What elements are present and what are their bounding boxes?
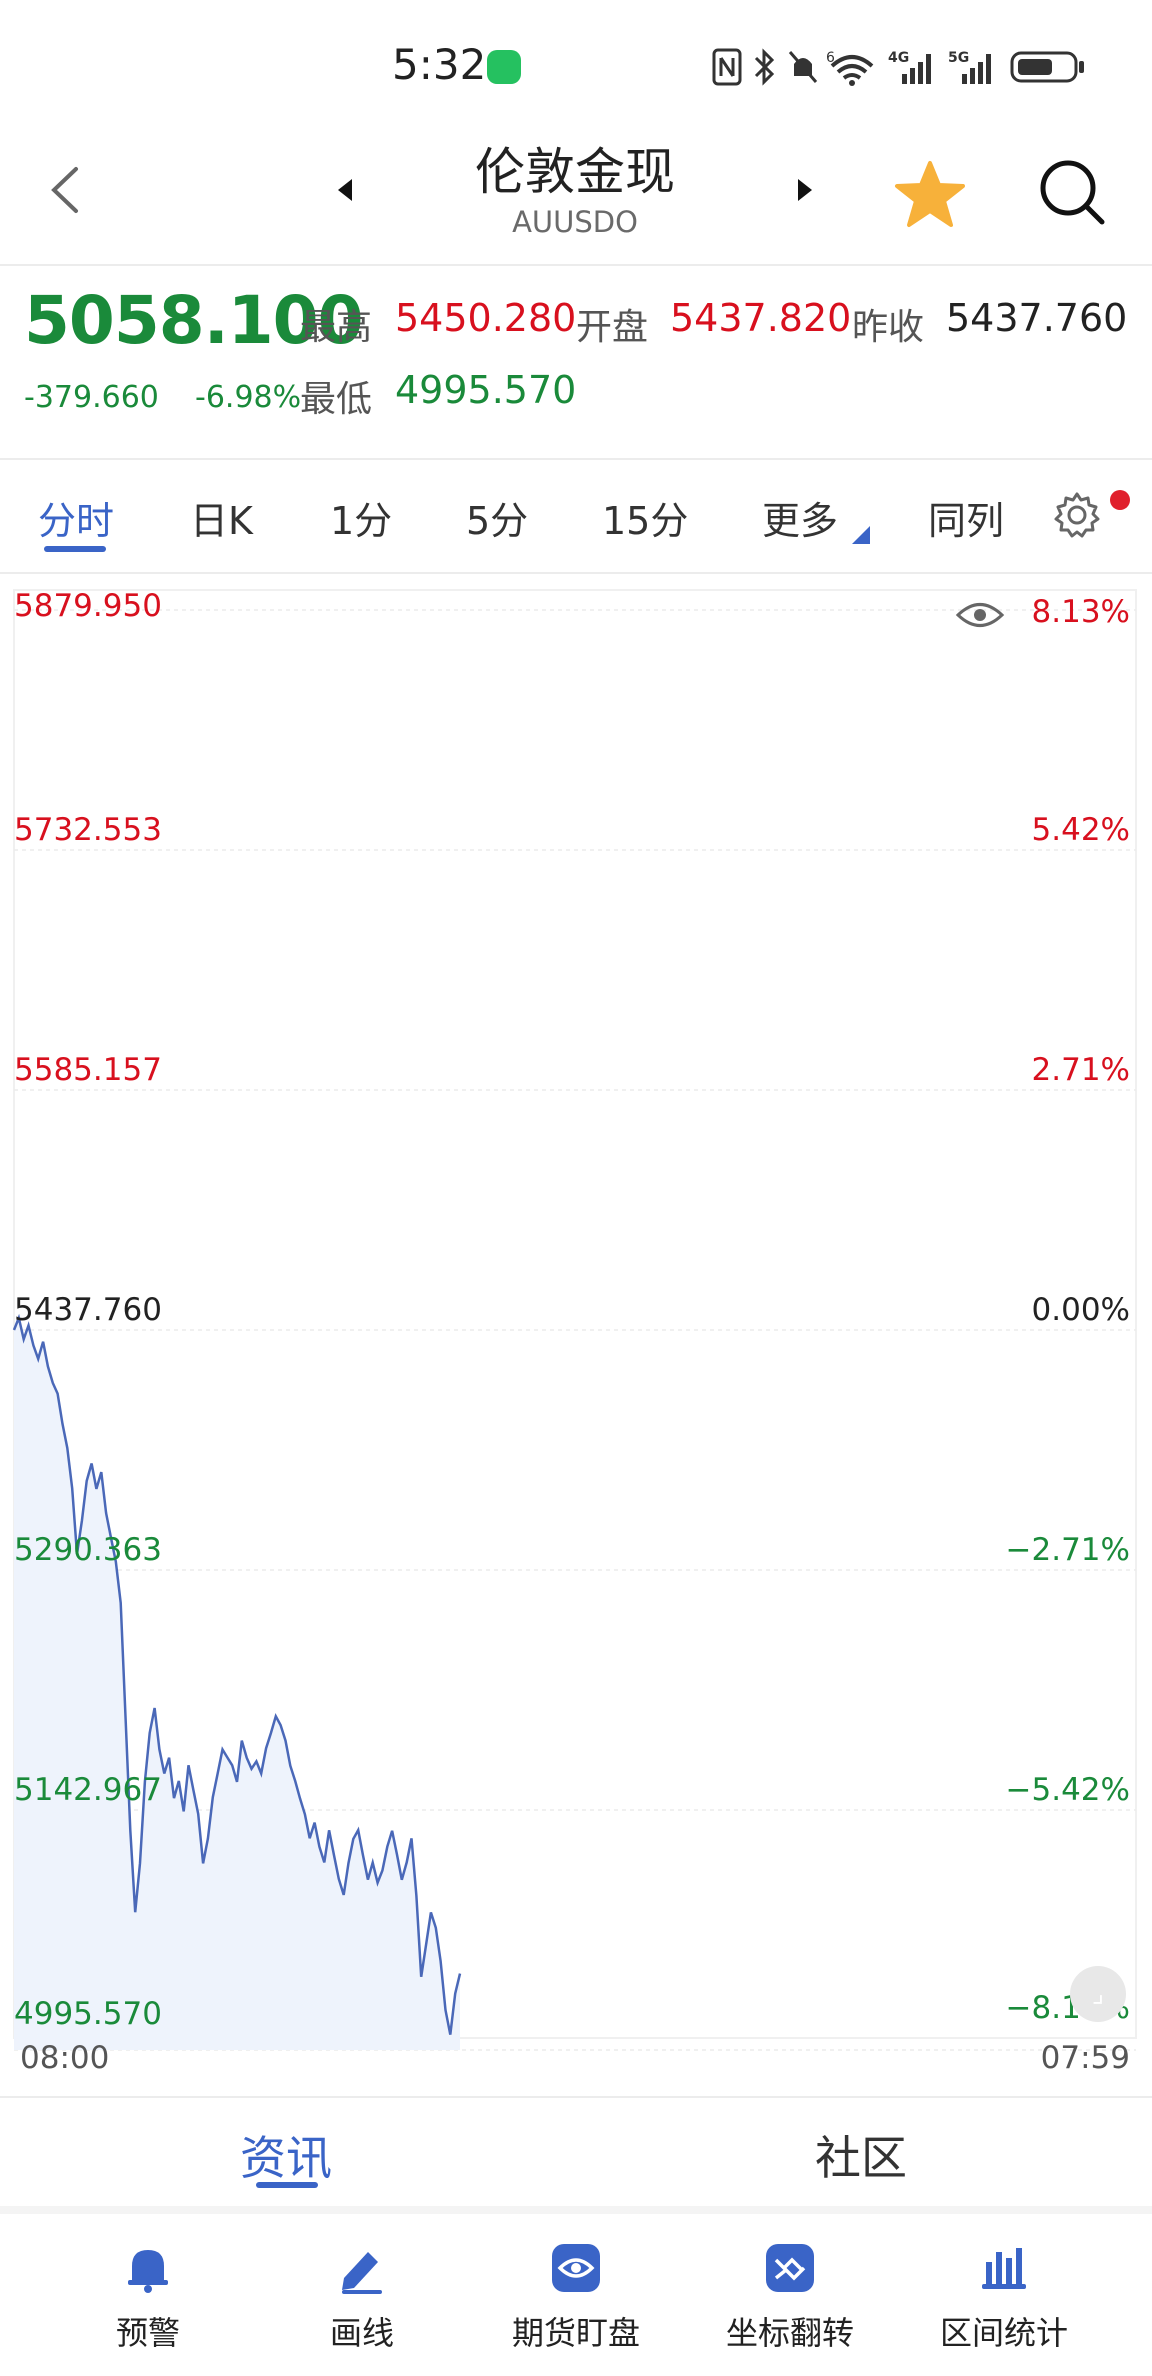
divider bbox=[0, 2096, 1152, 2098]
battery-icon bbox=[1010, 51, 1084, 83]
wechat-notification-icon bbox=[487, 50, 521, 84]
x-axis-end-label: 07:59 bbox=[1040, 2040, 1130, 2076]
mute-icon bbox=[788, 51, 818, 83]
pen-icon bbox=[342, 2252, 382, 2294]
divider bbox=[0, 2206, 1152, 2214]
y-axis-label: 5732.553 bbox=[14, 812, 162, 848]
flip-axis-icon bbox=[766, 2244, 814, 2292]
low-value: 4995.570 bbox=[395, 368, 577, 412]
draw-line-button[interactable]: 画线 bbox=[262, 2240, 462, 2354]
instrument-title: 伦敦金现 bbox=[475, 143, 675, 201]
y-axis-label: 5585.157 bbox=[14, 1052, 162, 1088]
svg-text:5G: 5G bbox=[948, 50, 969, 66]
chart-scroll-handle[interactable]: ⌟ bbox=[1070, 1966, 1126, 2022]
y-axis-label: 5879.950 bbox=[14, 588, 162, 624]
tab-compare[interactable]: 同列 bbox=[928, 499, 1005, 543]
eye-toggle-icon[interactable] bbox=[955, 603, 1005, 627]
tab-1min[interactable]: 1分 bbox=[330, 499, 393, 543]
futures-watch-label: 期货盯盘 bbox=[511, 2314, 640, 2352]
instrument-code: AUUSDO bbox=[512, 205, 638, 239]
price-area bbox=[14, 1317, 460, 2050]
draw-line-label: 画线 bbox=[329, 2314, 394, 2352]
y-axis-pct-label: 2.71% bbox=[1031, 1052, 1130, 1088]
active-tab-indicator bbox=[44, 546, 106, 552]
tab-intraday[interactable]: 分时 bbox=[38, 499, 115, 543]
y-axis-pct-label: 0.00% bbox=[1031, 1292, 1130, 1328]
tab-15min[interactable]: 15分 bbox=[602, 499, 689, 543]
y-axis-label: 4995.570 bbox=[14, 1996, 162, 2032]
status-time: 5:32 bbox=[392, 40, 487, 89]
bottom-toolbar bbox=[0, 2214, 1152, 2376]
range-stats-label: 区间统计 bbox=[939, 2314, 1068, 2352]
settings-gear-icon[interactable] bbox=[1052, 490, 1102, 540]
divider bbox=[0, 572, 1152, 574]
alert-label: 预警 bbox=[115, 2314, 180, 2352]
eye-icon bbox=[552, 2244, 600, 2292]
prev-instrument-button[interactable] bbox=[330, 175, 360, 205]
y-axis-pct-label: 8.13% bbox=[1031, 594, 1130, 630]
tab-daily-k[interactable]: 日K bbox=[190, 499, 253, 543]
x-axis-start-label: 08:00 bbox=[20, 2040, 110, 2076]
price-change: -379.660 bbox=[24, 380, 159, 415]
flip-axis-label: 坐标翻转 bbox=[725, 2314, 854, 2352]
open-value: 5437.820 bbox=[670, 296, 852, 340]
divider bbox=[0, 264, 1152, 266]
y-axis-label: 5437.760 bbox=[14, 1292, 162, 1328]
next-instrument-button[interactable] bbox=[790, 175, 820, 205]
signal-5g-icon: 5G bbox=[948, 50, 991, 84]
status-bar: 5:32 6 4G 5G bbox=[0, 0, 1152, 130]
prev-close-label: 昨收 bbox=[852, 307, 925, 348]
bluetooth-icon bbox=[754, 48, 775, 86]
range-stats-button[interactable]: 区间统计 bbox=[904, 2240, 1104, 2354]
intraday-chart[interactable] bbox=[0, 580, 1152, 2090]
tab-news[interactable]: 资讯 bbox=[240, 2131, 332, 2185]
svg-text:4G: 4G bbox=[888, 50, 909, 66]
price-line bbox=[12, 1313, 462, 2035]
low-label: 最低 bbox=[300, 379, 373, 420]
y-axis-pct-label: −2.71% bbox=[1005, 1532, 1130, 1568]
divider bbox=[0, 458, 1152, 460]
more-dropdown-icon bbox=[852, 526, 870, 544]
back-button[interactable] bbox=[38, 155, 98, 225]
active-tab-indicator bbox=[256, 2182, 318, 2188]
svg-text:6: 6 bbox=[826, 50, 835, 66]
tab-more[interactable]: 更多 bbox=[762, 499, 839, 543]
bell-icon bbox=[128, 2250, 168, 2293]
y-axis-pct-label: 5.42% bbox=[1031, 812, 1130, 848]
prev-close-value: 5437.760 bbox=[946, 296, 1128, 340]
high-label: 最高 bbox=[300, 307, 373, 348]
y-axis-label: 5142.967 bbox=[14, 1772, 162, 1808]
wifi-icon: 6 bbox=[826, 50, 874, 86]
y-axis-pct-label: −5.42% bbox=[1005, 1772, 1130, 1808]
open-label: 开盘 bbox=[576, 307, 649, 348]
signal-4g-icon: 4G bbox=[888, 50, 931, 84]
last-price: 5058.100 bbox=[24, 282, 364, 359]
futures-watch-button[interactable]: 期货盯盘 bbox=[476, 2240, 676, 2354]
alert-button[interactable]: 预警 bbox=[48, 2240, 248, 2354]
high-value: 5450.280 bbox=[395, 296, 577, 340]
chart-frame bbox=[13, 589, 1137, 2039]
price-change-pct: -6.98% bbox=[195, 380, 302, 415]
search-icon[interactable] bbox=[1032, 152, 1112, 232]
y-axis-label: 5290.363 bbox=[14, 1532, 162, 1568]
flip-axis-button[interactable]: 坐标翻转 bbox=[690, 2240, 890, 2354]
tab-5min[interactable]: 5分 bbox=[466, 499, 529, 543]
nfc-icon bbox=[712, 48, 742, 86]
favorite-star-icon[interactable] bbox=[890, 155, 970, 235]
bar-stats-icon bbox=[982, 2248, 1026, 2289]
tab-community[interactable]: 社区 bbox=[815, 2131, 907, 2185]
notification-dot bbox=[1110, 490, 1130, 510]
